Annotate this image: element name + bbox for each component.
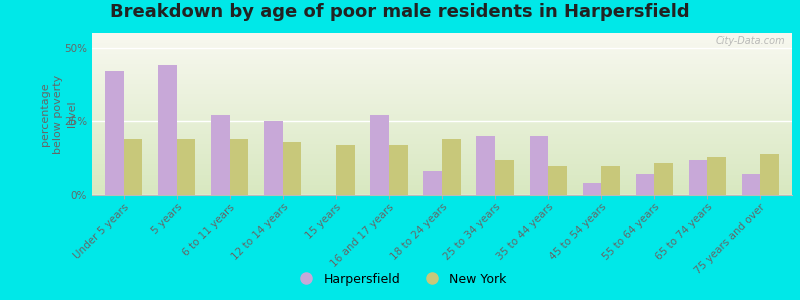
Bar: [530, 136, 548, 195]
Bar: [423, 171, 442, 195]
Bar: [106, 71, 124, 195]
Y-axis label: percentage
below poverty
level: percentage below poverty level: [40, 74, 77, 154]
Legend: Harpersfield, New York: Harpersfield, New York: [289, 268, 511, 291]
Bar: [177, 139, 195, 195]
Bar: [158, 65, 177, 195]
Text: Breakdown by age of poor male residents in Harpersfield: Breakdown by age of poor male residents …: [110, 3, 690, 21]
Bar: [370, 116, 389, 195]
Bar: [654, 163, 673, 195]
Bar: [760, 154, 778, 195]
Bar: [742, 174, 760, 195]
Bar: [689, 160, 707, 195]
Bar: [124, 139, 142, 195]
Text: City-Data.com: City-Data.com: [715, 36, 785, 46]
Bar: [477, 136, 495, 195]
Bar: [548, 166, 566, 195]
Bar: [635, 174, 654, 195]
Bar: [601, 166, 620, 195]
Bar: [264, 122, 283, 195]
Bar: [442, 139, 461, 195]
Bar: [211, 116, 230, 195]
Bar: [336, 145, 354, 195]
Bar: [283, 142, 302, 195]
Bar: [389, 145, 407, 195]
Bar: [495, 160, 514, 195]
Bar: [230, 139, 249, 195]
Bar: [582, 183, 601, 195]
Bar: [707, 157, 726, 195]
